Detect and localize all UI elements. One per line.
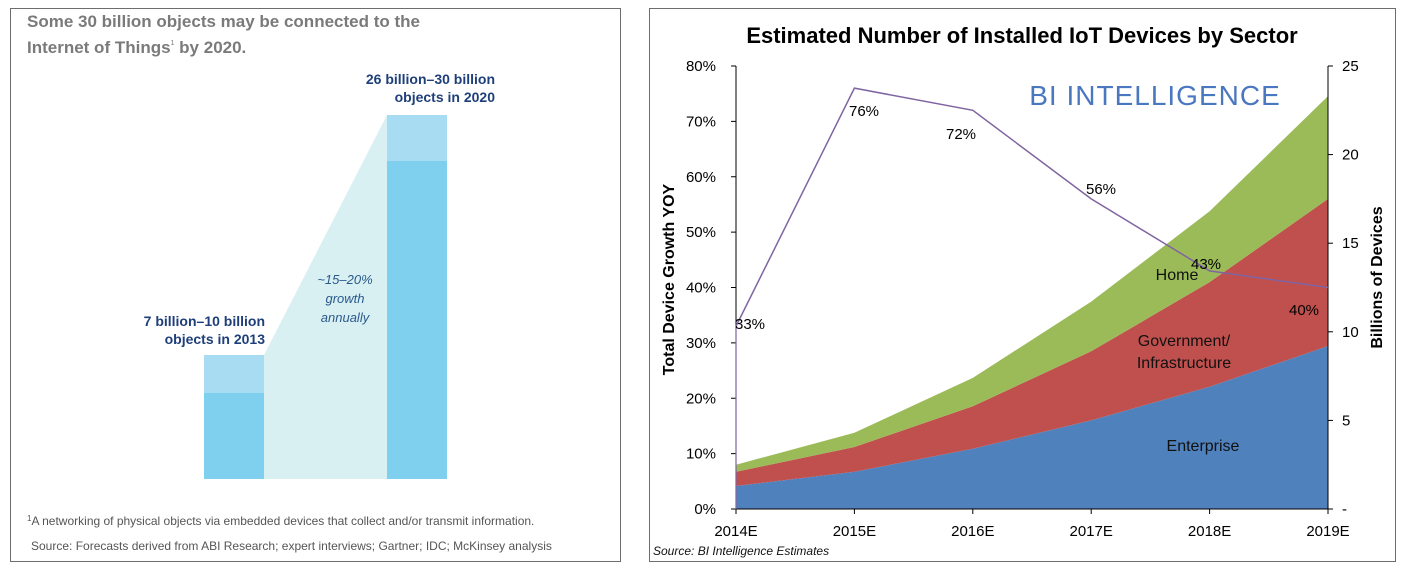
growth-data-label: 33% [735, 316, 765, 333]
footnote-superscript: 1 [27, 514, 32, 523]
left-tick-label: 70% [686, 113, 716, 130]
growth-data-label: 72% [946, 126, 976, 143]
left-tick-label: 0% [694, 501, 716, 518]
right-tick-label: 20 [1342, 147, 1359, 164]
footnote-text: A networking of physical objects via emb… [31, 514, 535, 528]
left-tick-label: 80% [686, 58, 716, 75]
x-tick-label: 2014E [714, 523, 757, 540]
objects-bar-chart [204, 115, 447, 479]
growth-data-label: 43% [1191, 256, 1221, 273]
source-note: Source: Forecasts derived from ABI Resea… [31, 539, 552, 553]
right-tick-label: - [1342, 501, 1347, 518]
left-tick-label: 60% [686, 169, 716, 186]
x-tick-label: 2018E [1188, 523, 1231, 540]
title-line-2: Internet of Things1 by 2020. [27, 33, 420, 59]
bar-2013-high [204, 355, 264, 393]
footnote: 1A networking of physical objects via em… [27, 514, 534, 528]
watermark-text: BI INTELLIGENCE [1029, 80, 1281, 111]
x-tick-label: 2017E [1070, 523, 1113, 540]
left-axis-title: Total Device Growth YOY [661, 183, 678, 375]
bar-2013-label: 7 billion–10 billion objects in 2013 [101, 312, 265, 348]
growth-data-label: 40% [1289, 302, 1319, 319]
left-tick-label: 40% [686, 280, 716, 297]
mckinsey-iot-panel: Some 30 billion objects may be connected… [10, 8, 621, 562]
x-tick-label: 2016E [951, 523, 994, 540]
growth-yoy-line [735, 87, 1329, 327]
bar-2020-label-line-1: 26 billion–30 billion [365, 71, 495, 87]
growth-line-2: growth [325, 291, 365, 306]
title-line-2-end: by 2020. [174, 38, 247, 57]
right-tick-label: 15 [1342, 235, 1359, 252]
iot-devices-area-chart: Estimated Number of Installed IoT Device… [661, 23, 1386, 540]
bi-iot-panel: Estimated Number of Installed IoT Device… [649, 8, 1396, 562]
right-axis-title: Billions of Devices [1369, 206, 1386, 348]
left-tick-label: 50% [686, 224, 716, 241]
title-line-1: Some 30 billion objects may be connected… [27, 12, 420, 31]
chart-source: Source: BI Intelligence Estimates [653, 544, 830, 558]
left-tick-label: 20% [686, 390, 716, 407]
left-tick-label: 30% [686, 335, 716, 352]
bar-2020-label: 26 billion–30 billion objects in 2020 [331, 70, 495, 106]
bar-2020-high [387, 115, 447, 161]
growth-data-label: 76% [849, 103, 879, 120]
right-tick-label: 10 [1342, 324, 1359, 341]
enterprise-label: Enterprise [1167, 438, 1240, 455]
area-enterprise [736, 345, 1328, 509]
bar-2013-label-line-2: objects in 2013 [164, 331, 265, 347]
chart-title: Estimated Number of Installed IoT Device… [746, 23, 1298, 48]
growth-line-1: ~15–20% [317, 272, 373, 287]
panel-title: Some 30 billion objects may be connected… [27, 11, 420, 59]
x-tick-label: 2015E [833, 523, 876, 540]
bar-2013-low [204, 393, 264, 479]
title-superscript: 1 [170, 40, 175, 47]
right-tick-label: 5 [1342, 412, 1350, 429]
area-government-infrastructure [736, 198, 1328, 486]
growth-annotation: ~15–20% growth annually [290, 270, 400, 327]
growth-line-3: annually [320, 310, 370, 325]
government-label: Government/Infrastructure [1137, 333, 1231, 372]
right-tick-label: 25 [1342, 58, 1359, 75]
x-tick-label: 2019E [1306, 523, 1349, 540]
bar-2020-low [387, 161, 447, 479]
title-line-2-text: Internet of Things [27, 38, 171, 57]
bar-2020-label-line-2: objects in 2020 [394, 89, 495, 105]
home-label: Home [1156, 267, 1199, 284]
growth-band [264, 115, 387, 479]
growth-data-label: 56% [1086, 181, 1116, 198]
bar-2013-label-line-1: 7 billion–10 billion [143, 313, 265, 329]
left-tick-label: 10% [686, 446, 716, 463]
